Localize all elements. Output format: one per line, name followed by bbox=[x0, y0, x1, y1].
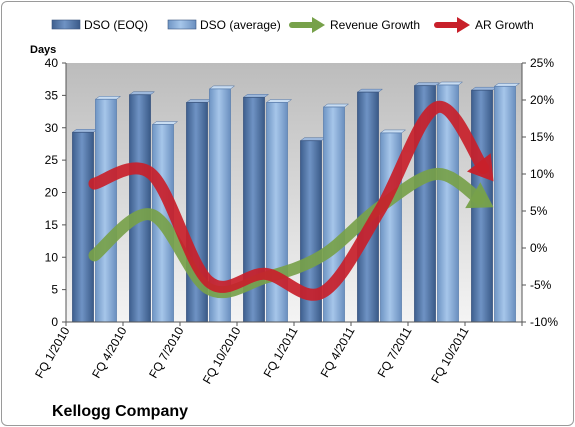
bar-cap-dso-eoq-1 bbox=[128, 91, 156, 95]
y-axis-title: Days bbox=[30, 44, 56, 56]
right-tick-label: 20% bbox=[530, 93, 554, 107]
left-tick-label: 10 bbox=[45, 250, 59, 264]
x-tick-label: FQ 4/2011 bbox=[318, 324, 358, 380]
bar-cap-dso-eoq-6 bbox=[413, 82, 441, 86]
left-tick-label: 5 bbox=[51, 283, 58, 297]
bar-cap-dso-eoq-4 bbox=[299, 137, 327, 141]
right-tick-label: 10% bbox=[530, 167, 554, 181]
left-tick-label: 15 bbox=[45, 218, 59, 232]
line-revenue-growth bbox=[88, 168, 485, 299]
legend-swatch-ar-growth bbox=[434, 17, 470, 33]
x-tick-label: FQ 4/2010 bbox=[89, 324, 130, 380]
legend-label-revenue-growth: Revenue Growth bbox=[330, 18, 420, 32]
x-tick-label: FQ 7/2010 bbox=[146, 324, 187, 380]
bar-cap-dso-average-4 bbox=[322, 103, 350, 108]
bar-cap-dso-eoq-2 bbox=[185, 99, 213, 103]
right-tick-label: 15% bbox=[530, 130, 554, 144]
right-tick-label: -5% bbox=[530, 278, 552, 292]
right-tick-label: -10% bbox=[530, 315, 558, 329]
x-tick-label: FQ 10/2011 bbox=[428, 324, 472, 385]
bar-dso-average-3 bbox=[266, 102, 288, 323]
right-tick-label: 5% bbox=[530, 204, 548, 218]
bar-cap-dso-average-6 bbox=[436, 81, 464, 86]
bar-cap-dso-average-5 bbox=[379, 129, 407, 134]
bar-cap-dso-eoq-7 bbox=[470, 86, 498, 91]
left-tick-label: 35 bbox=[45, 88, 59, 102]
x-tick-label: FQ 7/2011 bbox=[375, 324, 415, 380]
left-tick-label: 20 bbox=[45, 186, 59, 200]
legend: DSO (EOQ) DSO (average) Revenue Growth AR G… bbox=[51, 17, 534, 33]
legend-swatch-dso-average- bbox=[167, 19, 197, 30]
arrowhead-ar-growth bbox=[466, 153, 494, 182]
x-tick-label: FQ 1/2010 bbox=[32, 324, 73, 380]
left-tick-label: 40 bbox=[45, 56, 59, 70]
legend-label-ar-growth: AR Growth bbox=[475, 18, 534, 32]
left-tick-label: 0 bbox=[51, 315, 58, 329]
left-tick-label: 30 bbox=[45, 121, 59, 135]
bar-cap-dso-eoq-0 bbox=[71, 129, 99, 133]
legend-label-dso-average-: DSO (average) bbox=[200, 18, 281, 32]
bar-dso-average-0 bbox=[95, 98, 117, 323]
left-tick-label: 25 bbox=[45, 153, 59, 167]
x-tick-label: FQ 1/2011 bbox=[261, 324, 301, 380]
bar-cap-dso-eoq-3 bbox=[242, 94, 270, 98]
arrowhead-revenue-growth bbox=[465, 182, 494, 209]
line-ar-growth bbox=[88, 101, 490, 301]
x-tick-label: FQ 10/2010 bbox=[200, 324, 244, 386]
bar-cap-dso-average-7 bbox=[493, 83, 521, 87]
bar-cap-dso-average-2 bbox=[208, 85, 236, 90]
bar-cap-dso-average-1 bbox=[151, 121, 179, 125]
bar-dso-eoq-0 bbox=[72, 131, 94, 323]
right-tick-label: 25% bbox=[530, 56, 554, 70]
legend-swatch-dso-eoq- bbox=[51, 19, 81, 30]
right-tick-label: 0% bbox=[530, 241, 548, 255]
bar-dso-average-7 bbox=[494, 85, 516, 323]
legend-label-dso-eoq-: DSO (EOQ) bbox=[84, 18, 148, 32]
bar-cap-dso-eoq-5 bbox=[356, 88, 384, 93]
bar-cap-dso-average-3 bbox=[265, 99, 293, 103]
legend-swatch-revenue-growth bbox=[289, 17, 325, 33]
bar-cap-dso-average-0 bbox=[94, 96, 122, 100]
company-name: Kellogg Company bbox=[52, 403, 188, 420]
